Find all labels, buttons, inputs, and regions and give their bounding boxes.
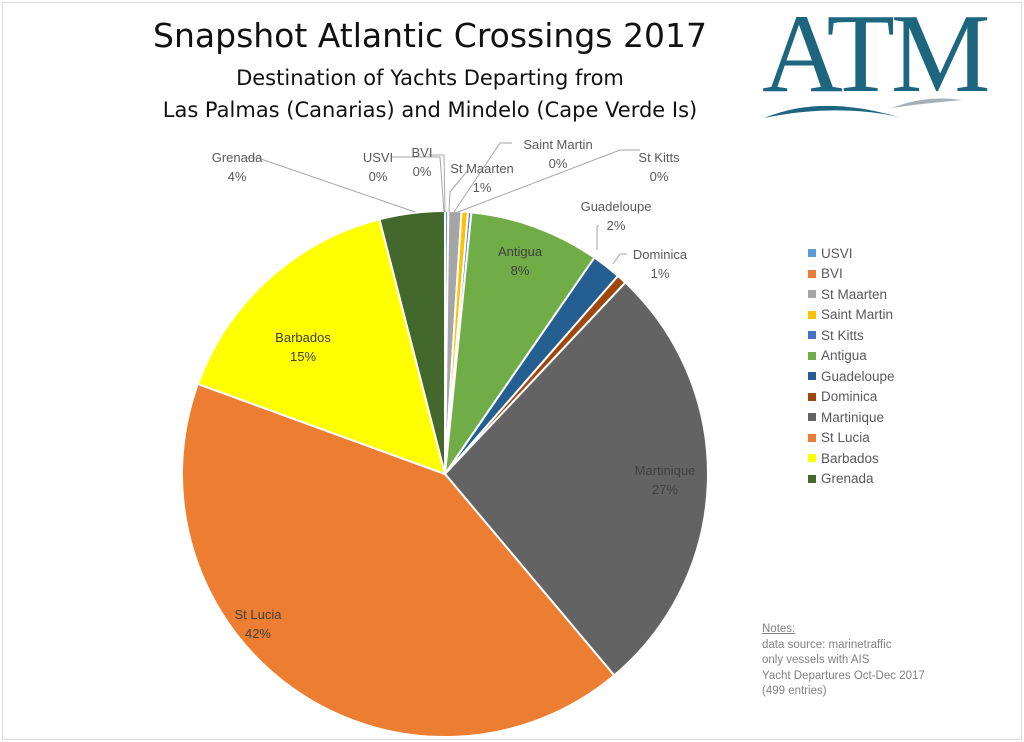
slice-label-name: St Maarten bbox=[450, 161, 514, 176]
slice-label-name: BVI bbox=[411, 145, 433, 160]
legend-label: Dominica bbox=[821, 389, 878, 405]
legend-label: Saint Martin bbox=[821, 307, 894, 323]
pie-slice-barbados bbox=[196, 218, 447, 476]
atm-logo: ATM bbox=[752, 0, 990, 126]
legend-item-usvi: USVI bbox=[808, 243, 895, 264]
legend-item-saint-martin: Saint Martin bbox=[808, 305, 895, 326]
legend-swatch-icon bbox=[808, 433, 816, 442]
pie-slice-martinique bbox=[443, 281, 709, 677]
slice-label-st-maarten: St Maarten 1% bbox=[450, 159, 514, 197]
slice-label-name: Dominica bbox=[632, 247, 688, 262]
slice-label-bvi: BVI 0% bbox=[412, 143, 433, 181]
legend-swatch-icon bbox=[808, 310, 816, 319]
legend-label: Grenada bbox=[821, 471, 874, 487]
slice-label-percent: 0% bbox=[649, 169, 669, 184]
chart-title: Snapshot Atlantic Crossings 2017 bbox=[153, 16, 707, 55]
slice-label-percent: 42% bbox=[244, 626, 272, 641]
legend-label: BVI bbox=[821, 266, 843, 282]
slice-label-saint-martin: Saint Martin 0% bbox=[523, 135, 592, 173]
slice-label-percent: 0% bbox=[368, 169, 388, 184]
leader-line bbox=[457, 149, 640, 213]
legend-swatch-icon bbox=[808, 269, 816, 278]
slice-label-percent: 15% bbox=[289, 349, 317, 364]
slice-label-st-lucia: St Lucia 42% bbox=[235, 605, 282, 643]
slice-label-percent: 4% bbox=[227, 169, 247, 184]
legend-item-bvi: BVI bbox=[808, 264, 895, 285]
legend-item-barbados: Barbados bbox=[808, 448, 895, 469]
slice-label-name: Guadeloupe bbox=[580, 199, 652, 214]
leader-line bbox=[612, 253, 627, 265]
legend-label: Barbados bbox=[821, 450, 879, 466]
legend-item-dominica: Dominica bbox=[808, 387, 895, 408]
notes-box: Notes: data source: marinetraffic only v… bbox=[762, 622, 925, 700]
wave-icon bbox=[764, 98, 962, 118]
legend-swatch-icon bbox=[808, 392, 816, 401]
slice-label-percent: 0% bbox=[548, 156, 568, 171]
slice-label-st-kitts: St Kitts 0% bbox=[638, 148, 679, 186]
slice-label-antigua: Antigua 8% bbox=[498, 242, 542, 280]
leader-line bbox=[244, 157, 416, 213]
legend-label: USVI bbox=[821, 245, 853, 261]
notes-line: data source: marinetraffic bbox=[762, 638, 892, 651]
legend-swatch-icon bbox=[808, 351, 816, 360]
leader-line bbox=[428, 154, 446, 213]
legend-item-st-maarten: St Maarten bbox=[808, 284, 895, 305]
legend-item-antigua: Antigua bbox=[808, 346, 895, 367]
legend-label: Antigua bbox=[821, 348, 867, 364]
chart-legend: USVI BVI St Maarten Saint Martin St Kitts Ant… bbox=[808, 243, 895, 489]
legend-label: St Lucia bbox=[821, 430, 870, 446]
leader-line bbox=[453, 142, 512, 213]
leader-line bbox=[448, 169, 469, 213]
legend-label: St Kitts bbox=[821, 327, 864, 343]
slice-label-percent: 0% bbox=[412, 164, 432, 179]
legend-label: Guadeloupe bbox=[821, 368, 895, 384]
legend-swatch-icon bbox=[808, 474, 816, 483]
legend-label: Martinique bbox=[821, 409, 885, 425]
notes-line: Yacht Departures Oct-Dec 2017 bbox=[762, 669, 925, 682]
slice-label-dominica: Dominica 1% bbox=[633, 245, 687, 283]
legend-item-st-lucia: St Lucia bbox=[808, 428, 895, 449]
slice-label-name: Antigua bbox=[497, 244, 543, 259]
pie-slice-antigua bbox=[444, 211, 596, 475]
slice-label-grenada: Grenada 4% bbox=[212, 148, 263, 186]
slice-label-name: USVI bbox=[362, 150, 394, 165]
slice-label-percent: 1% bbox=[472, 180, 492, 195]
legend-swatch-icon bbox=[808, 413, 816, 422]
notes-line: only vessels with AIS bbox=[762, 654, 870, 666]
slice-label-guadeloupe: Guadeloupe 2% bbox=[581, 197, 652, 235]
chart-subtitle-line2: Las Palmas (Canarias) and Mindelo (Cape … bbox=[162, 98, 698, 122]
legend-swatch-icon bbox=[808, 249, 816, 258]
pie-slice-st-lucia bbox=[181, 382, 616, 738]
slice-label-name: Martinique bbox=[634, 463, 696, 478]
notes-heading: Notes: bbox=[762, 623, 796, 635]
slice-label-name: Barbados bbox=[275, 330, 331, 345]
leader-line bbox=[392, 156, 445, 213]
legend-item-st-kitts: St Kitts bbox=[808, 325, 895, 346]
slice-label-percent: 27% bbox=[651, 482, 679, 497]
legend-item-grenada: Grenada bbox=[808, 469, 895, 490]
legend-swatch-icon bbox=[808, 372, 816, 381]
legend-swatch-icon bbox=[808, 454, 816, 463]
chart-subtitle-line1: Destination of Yachts Departing from bbox=[236, 66, 624, 90]
legend-label: St Maarten bbox=[821, 286, 888, 302]
slice-label-name: Saint Martin bbox=[523, 137, 593, 152]
legend-swatch-icon bbox=[808, 290, 816, 299]
leader-line bbox=[596, 225, 599, 250]
notes-line: (499 entries) bbox=[762, 685, 827, 697]
legend-item-guadeloupe: Guadeloupe bbox=[808, 366, 895, 387]
legend-swatch-icon bbox=[808, 331, 816, 340]
logo-text: ATM bbox=[762, 0, 990, 116]
slice-label-percent: 2% bbox=[606, 218, 626, 233]
slice-label-martinique: Martinique 27% bbox=[635, 461, 696, 499]
slice-label-percent: 1% bbox=[650, 266, 670, 281]
slice-label-name: Grenada bbox=[211, 150, 263, 165]
slice-label-name: St Lucia bbox=[234, 607, 282, 622]
slice-label-name: St Kitts bbox=[638, 150, 680, 165]
slice-label-barbados: Barbados 15% bbox=[275, 328, 331, 366]
slice-label-percent: 8% bbox=[510, 263, 530, 278]
slice-label-usvi: USVI 0% bbox=[363, 148, 393, 186]
legend-item-martinique: Martinique bbox=[808, 407, 895, 428]
